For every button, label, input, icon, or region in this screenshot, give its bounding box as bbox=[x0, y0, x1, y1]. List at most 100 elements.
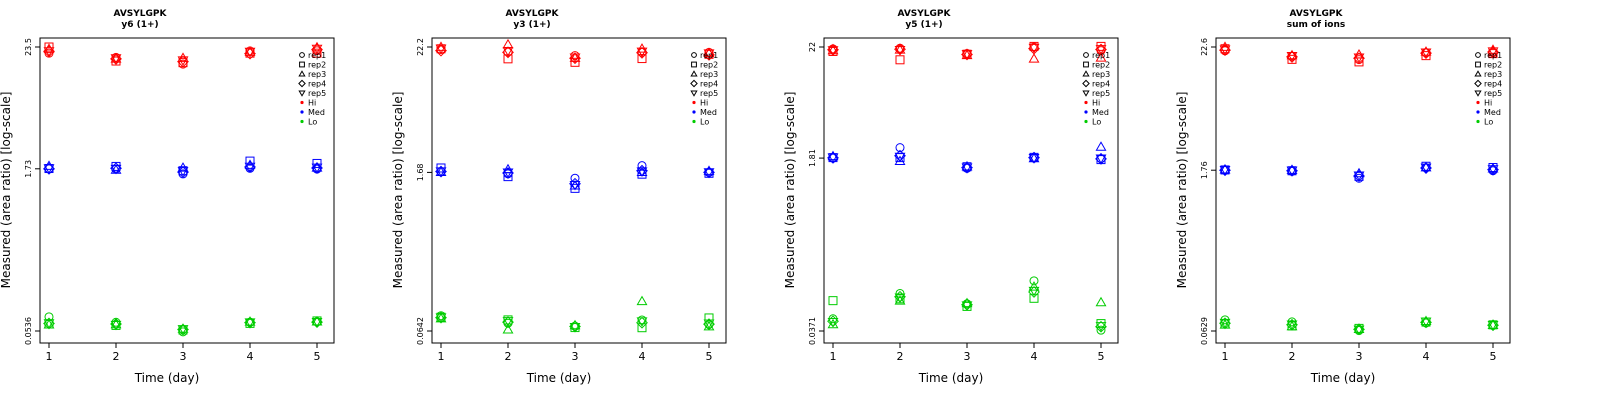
point-hi-rep2 bbox=[637, 54, 647, 64]
chart-title: AVSYLGPK bbox=[897, 9, 951, 19]
point-lo-rep5 bbox=[1219, 318, 1231, 329]
x-tick-label: 2 bbox=[897, 350, 904, 363]
point-med-rep5 bbox=[177, 167, 189, 177]
legend-label: rep1 bbox=[1092, 51, 1110, 60]
legend-label: rep4 bbox=[1484, 80, 1502, 89]
point-lo-rep5 bbox=[1487, 321, 1499, 331]
y-tick-label: 23.5 bbox=[24, 38, 33, 56]
plot-frame bbox=[431, 37, 727, 344]
x-tick-label: 4 bbox=[1423, 350, 1430, 363]
legend-dot-hi bbox=[1084, 100, 1088, 105]
point-hi-rep4 bbox=[502, 46, 514, 59]
y-tick-label: 22.6 bbox=[1200, 38, 1209, 56]
point-hi-rep5 bbox=[110, 54, 122, 64]
y-tick-label: 22 bbox=[808, 42, 817, 52]
legend-marker-rep3 bbox=[298, 70, 306, 77]
point-lo-rep3 bbox=[1353, 323, 1365, 334]
x-tick-label: 5 bbox=[1098, 350, 1105, 363]
point-med-rep5 bbox=[1095, 154, 1107, 164]
x-tick-label: 5 bbox=[314, 350, 321, 363]
x-tick-label: 5 bbox=[706, 350, 713, 363]
y-axis-label: Measured (area ratio) [log-scale] bbox=[783, 92, 797, 289]
point-lo-rep5 bbox=[502, 317, 514, 327]
x-tick-label: 1 bbox=[1222, 350, 1229, 363]
point-lo-rep5 bbox=[1095, 322, 1107, 332]
point-lo-rep5 bbox=[43, 319, 55, 329]
point-hi-rep5 bbox=[502, 46, 514, 57]
point-lo-rep3 bbox=[569, 319, 581, 330]
point-hi-rep5 bbox=[1487, 47, 1499, 57]
x-tick-label: 1 bbox=[830, 350, 837, 363]
point-lo-rep1 bbox=[1096, 325, 1106, 335]
x-tick-label: 3 bbox=[180, 350, 187, 363]
point-med-rep5 bbox=[569, 180, 581, 191]
legend-label: Hi bbox=[700, 99, 708, 108]
legend-label: Lo bbox=[1484, 118, 1493, 127]
x-tick-label: 2 bbox=[505, 350, 512, 363]
x-tick-label: 2 bbox=[1289, 350, 1296, 363]
point-lo-rep5 bbox=[569, 323, 581, 333]
point-lo-rep5 bbox=[244, 318, 256, 328]
legend-label: rep3 bbox=[700, 70, 718, 79]
y-tick-label: 1.73 bbox=[24, 160, 33, 178]
point-med-rep2 bbox=[245, 156, 255, 166]
point-lo-rep5 bbox=[1353, 325, 1365, 336]
x-tick-label: 1 bbox=[438, 350, 445, 363]
point-hi-rep5 bbox=[1420, 48, 1432, 59]
legend-marker-rep2 bbox=[691, 61, 697, 68]
point-hi-rep4 bbox=[435, 44, 447, 57]
x-tick-label: 4 bbox=[247, 350, 254, 363]
point-lo-rep3 bbox=[961, 297, 973, 308]
legend-marker-rep5 bbox=[1474, 90, 1482, 97]
point-lo-rep5 bbox=[177, 325, 189, 335]
legend-dot-hi bbox=[692, 100, 696, 105]
point-lo-rep3 bbox=[1487, 319, 1499, 329]
legend-label: rep2 bbox=[1092, 61, 1110, 70]
y-tick-label: 1.68 bbox=[416, 163, 425, 181]
legend-marker-rep1 bbox=[299, 52, 305, 58]
y-axis-label: Measured (area ratio) [log-scale] bbox=[1175, 92, 1189, 289]
point-med-rep1 bbox=[637, 161, 647, 171]
legend-label: rep4 bbox=[308, 80, 326, 89]
point-med-rep3 bbox=[961, 160, 973, 171]
point-lo-rep3 bbox=[110, 318, 122, 329]
x-tick-label: 5 bbox=[1490, 350, 1497, 363]
legend-marker-rep4 bbox=[298, 79, 306, 88]
point-med-rep3 bbox=[1095, 141, 1107, 151]
point-lo-rep3 bbox=[177, 323, 189, 333]
point-hi-rep2 bbox=[895, 55, 905, 65]
chart-subtitle: y5 (1+) bbox=[905, 20, 942, 30]
chart-subtitle: y3 (1+) bbox=[513, 20, 550, 30]
point-hi-rep5 bbox=[894, 46, 906, 56]
legend-dot-hi bbox=[1476, 100, 1480, 105]
legend-label: Med bbox=[1484, 108, 1501, 117]
legend-dot-med bbox=[692, 110, 696, 114]
legend-marker-rep4 bbox=[1082, 79, 1090, 88]
point-med-rep5 bbox=[244, 162, 256, 173]
point-hi-rep5 bbox=[43, 47, 55, 57]
x-tick-label: 4 bbox=[639, 350, 646, 363]
point-lo-rep2 bbox=[828, 296, 838, 306]
point-med-rep5 bbox=[43, 164, 55, 174]
point-lo-rep5 bbox=[1420, 317, 1432, 328]
chart-title: AVSYLGPK bbox=[505, 9, 559, 19]
point-med-rep5 bbox=[1420, 163, 1432, 174]
legend-marker-rep1 bbox=[1475, 52, 1481, 58]
point-hi-rep2 bbox=[44, 42, 54, 52]
legend-label: Hi bbox=[308, 99, 316, 108]
point-lo-rep2 bbox=[1029, 293, 1039, 303]
point-med-rep1 bbox=[570, 173, 580, 183]
point-hi-rep2 bbox=[570, 57, 580, 67]
x-tick-label: 3 bbox=[964, 350, 971, 363]
point-lo-rep5 bbox=[636, 317, 648, 327]
legend-label: Med bbox=[700, 108, 717, 117]
legend-label: Hi bbox=[1484, 99, 1492, 108]
point-med-rep5 bbox=[894, 152, 906, 163]
point-hi-rep2 bbox=[1421, 51, 1431, 61]
legend-marker-rep2 bbox=[1475, 61, 1481, 68]
point-med-rep5 bbox=[961, 163, 973, 173]
point-med-rep3 bbox=[1420, 161, 1432, 172]
point-med-rep5 bbox=[502, 168, 514, 179]
